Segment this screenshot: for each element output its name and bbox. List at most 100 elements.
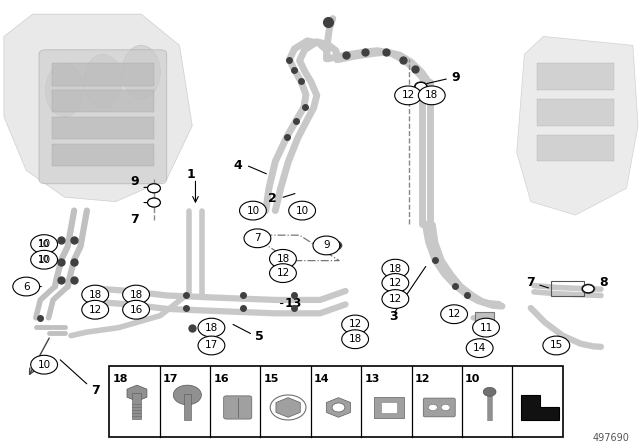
Bar bbox=[52, 117, 154, 139]
Text: 17: 17 bbox=[163, 374, 179, 384]
Circle shape bbox=[31, 250, 58, 269]
Text: 12: 12 bbox=[388, 294, 402, 304]
Circle shape bbox=[148, 198, 161, 207]
Circle shape bbox=[415, 82, 428, 91]
Text: 10: 10 bbox=[38, 255, 51, 265]
Circle shape bbox=[330, 242, 340, 249]
Text: 7: 7 bbox=[526, 276, 534, 289]
Text: 5: 5 bbox=[255, 330, 264, 343]
Text: 12: 12 bbox=[349, 319, 362, 329]
Bar bbox=[537, 99, 614, 126]
Circle shape bbox=[382, 290, 409, 308]
Text: 7: 7 bbox=[254, 233, 260, 243]
Text: 12: 12 bbox=[88, 305, 102, 315]
Circle shape bbox=[329, 241, 342, 250]
Bar bbox=[132, 393, 141, 418]
Circle shape bbox=[13, 277, 40, 296]
Bar bbox=[184, 394, 191, 420]
FancyBboxPatch shape bbox=[39, 50, 167, 184]
Bar bbox=[52, 63, 154, 86]
Text: 497690: 497690 bbox=[593, 433, 630, 443]
Circle shape bbox=[582, 285, 594, 293]
Circle shape bbox=[342, 315, 369, 334]
Text: 9: 9 bbox=[323, 241, 330, 250]
Circle shape bbox=[382, 274, 409, 293]
Circle shape bbox=[395, 86, 422, 105]
Text: 10: 10 bbox=[246, 206, 259, 215]
Text: 10: 10 bbox=[465, 374, 481, 384]
Text: 10: 10 bbox=[301, 412, 314, 422]
Circle shape bbox=[289, 201, 316, 220]
Circle shape bbox=[472, 318, 499, 337]
Text: 7: 7 bbox=[131, 213, 139, 226]
Circle shape bbox=[253, 235, 264, 242]
Circle shape bbox=[33, 236, 56, 252]
Bar bbox=[52, 144, 154, 166]
Circle shape bbox=[252, 234, 265, 243]
Circle shape bbox=[31, 235, 58, 254]
Circle shape bbox=[82, 285, 109, 304]
Text: 12: 12 bbox=[388, 278, 402, 288]
Text: 10: 10 bbox=[38, 239, 51, 249]
Text: 10: 10 bbox=[38, 255, 50, 264]
Text: 18: 18 bbox=[349, 334, 362, 344]
Bar bbox=[109, 366, 563, 438]
Text: 18: 18 bbox=[205, 323, 218, 332]
Bar bbox=[537, 135, 614, 161]
Circle shape bbox=[483, 388, 496, 396]
Ellipse shape bbox=[45, 63, 84, 117]
Text: 18: 18 bbox=[113, 374, 128, 384]
Text: 9: 9 bbox=[131, 175, 139, 188]
Circle shape bbox=[467, 339, 493, 358]
Text: 11: 11 bbox=[479, 321, 497, 334]
Bar bbox=[52, 90, 154, 112]
Text: 14: 14 bbox=[314, 374, 330, 384]
Circle shape bbox=[342, 330, 369, 349]
Text: 12: 12 bbox=[415, 374, 430, 384]
Text: 9: 9 bbox=[452, 71, 460, 84]
Circle shape bbox=[294, 408, 321, 426]
Text: 12: 12 bbox=[447, 309, 461, 319]
Text: 14: 14 bbox=[473, 343, 486, 353]
Circle shape bbox=[269, 250, 296, 268]
Text: 10: 10 bbox=[38, 240, 50, 249]
Text: 15: 15 bbox=[550, 340, 563, 350]
Circle shape bbox=[33, 252, 56, 268]
Circle shape bbox=[419, 86, 445, 105]
Circle shape bbox=[123, 285, 150, 304]
Bar bbox=[537, 63, 614, 90]
Text: 12: 12 bbox=[401, 90, 415, 100]
Circle shape bbox=[239, 201, 266, 220]
Text: 18: 18 bbox=[425, 90, 438, 100]
Circle shape bbox=[582, 284, 595, 293]
Text: 8: 8 bbox=[600, 276, 609, 289]
Bar bbox=[551, 281, 584, 296]
Circle shape bbox=[382, 259, 409, 278]
Ellipse shape bbox=[122, 45, 161, 99]
Text: 11: 11 bbox=[479, 323, 493, 332]
Circle shape bbox=[173, 385, 202, 405]
Text: 18: 18 bbox=[88, 289, 102, 300]
Text: 10: 10 bbox=[289, 399, 302, 409]
Polygon shape bbox=[521, 395, 559, 420]
Circle shape bbox=[82, 300, 109, 319]
Text: 18: 18 bbox=[129, 289, 143, 300]
Polygon shape bbox=[516, 36, 638, 215]
Circle shape bbox=[313, 236, 340, 255]
Circle shape bbox=[148, 184, 161, 193]
FancyBboxPatch shape bbox=[475, 312, 493, 324]
Circle shape bbox=[31, 355, 58, 374]
FancyBboxPatch shape bbox=[423, 398, 455, 417]
Text: 6: 6 bbox=[23, 281, 29, 292]
Text: 3: 3 bbox=[389, 310, 397, 323]
Polygon shape bbox=[4, 14, 192, 202]
Ellipse shape bbox=[84, 54, 122, 108]
Text: 7: 7 bbox=[91, 383, 100, 396]
Circle shape bbox=[198, 336, 225, 355]
Text: 16: 16 bbox=[129, 305, 143, 315]
Circle shape bbox=[441, 305, 467, 323]
Text: 18: 18 bbox=[276, 254, 289, 264]
Circle shape bbox=[428, 405, 437, 411]
Circle shape bbox=[332, 403, 345, 412]
Text: 13: 13 bbox=[285, 297, 302, 310]
